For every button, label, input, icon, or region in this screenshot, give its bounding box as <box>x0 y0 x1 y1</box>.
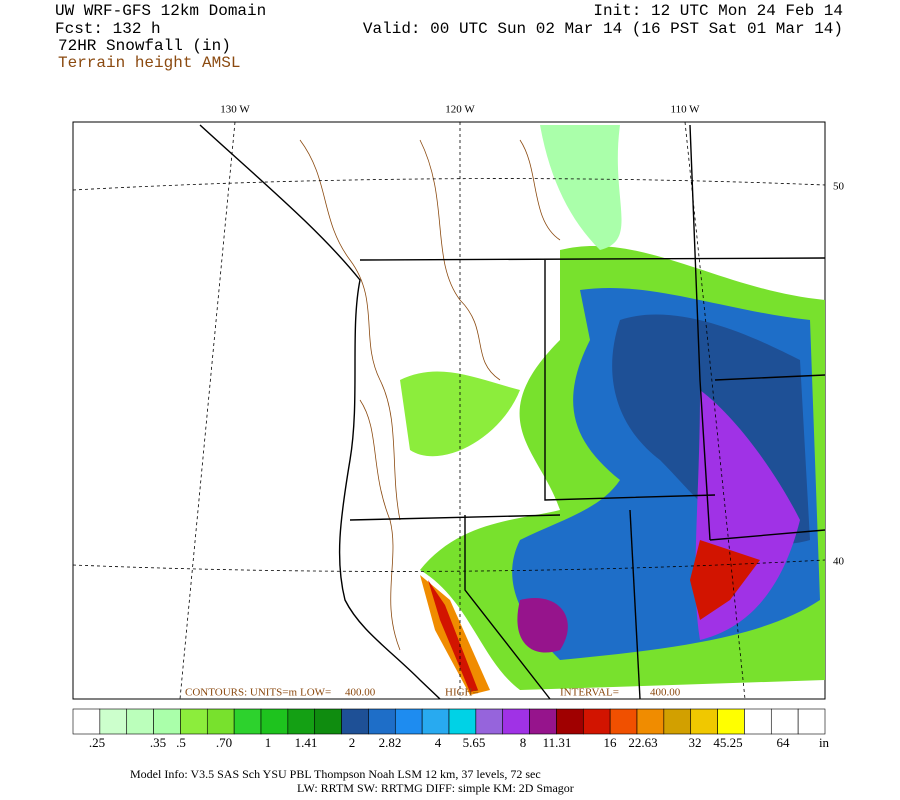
color-box <box>341 708 369 735</box>
color-box <box>609 708 638 735</box>
map <box>72 121 826 700</box>
colorbar-label: 45.25 <box>713 735 742 750</box>
colorbar-label: 4 <box>435 735 442 750</box>
color-box <box>582 708 611 735</box>
colorbar-label: 11.31 <box>543 735 572 750</box>
colorbar-label: 8 <box>520 735 527 750</box>
color-box <box>206 708 235 735</box>
color-box <box>421 708 450 735</box>
snow-area <box>428 580 478 692</box>
contour-info: 400.00 <box>650 687 681 699</box>
color-box <box>529 708 557 735</box>
color-box <box>287 708 316 735</box>
color-box <box>770 708 799 735</box>
color-box <box>502 708 530 735</box>
colorbar-label: .35 <box>150 735 166 750</box>
snow-area <box>517 598 568 653</box>
color-box <box>636 708 665 735</box>
snow-area <box>540 125 622 250</box>
color-box <box>448 708 477 735</box>
snow-area <box>690 540 760 620</box>
overlay: Terrain height AMSL <box>58 54 240 72</box>
contour-info: LOW= <box>300 687 331 699</box>
colorbar-label: 64 <box>777 735 791 750</box>
color-box <box>663 708 692 735</box>
colorbar-label: 1 <box>265 735 272 750</box>
colorbar: .25 .35 .5 .70 1 1.41 2 2.82 4 5.65 8 11.31 16 22.63 3… <box>72 708 830 750</box>
colorbar-label: 2 <box>349 735 356 750</box>
contour-info: INTERVAL= <box>560 687 619 699</box>
contour-info: 400.00 <box>345 687 376 699</box>
init: Init: 12 UTC Mon 24 Feb 14 <box>593 2 843 20</box>
contour-info: CONTOURS: UNITS=m <box>185 687 297 699</box>
snow-area <box>400 371 520 457</box>
valid: Valid: 00 UTC Sun 02 Mar 14 (16 PST Sat … <box>363 20 843 38</box>
colorbar-label: 16 <box>604 735 618 750</box>
footer-line: Model Info: V3.5 SAS Sch YSU PBL Thompso… <box>130 767 541 781</box>
graticule <box>72 121 826 700</box>
color-box <box>233 708 262 735</box>
title: UW WRF-GFS 12km Domain <box>55 2 266 20</box>
lat-label: 50 <box>833 181 845 193</box>
colorbar-label: .5 <box>176 735 186 750</box>
colorbar-label: 5.65 <box>463 735 486 750</box>
lon-label: 120 W <box>445 104 475 116</box>
lon-label: 130 W <box>220 104 250 116</box>
color-box <box>797 708 826 735</box>
color-box <box>126 708 154 735</box>
color-box <box>556 708 584 735</box>
colorbar-label: 32 <box>689 735 702 750</box>
terrain-contours <box>299 139 561 651</box>
color-box <box>368 708 396 735</box>
map-labels: 130 W 120 W 110 W 50 40 CONTOURS: UNITS=m LOW=… <box>185 104 845 699</box>
colorbar-label: 1.41 <box>295 735 318 750</box>
color-box <box>475 708 504 735</box>
lat-label: 40 <box>833 556 845 568</box>
color-box <box>394 708 423 735</box>
contour-info: HIGH= <box>445 687 479 699</box>
color-box <box>99 708 128 735</box>
colorbar-label: 2.82 <box>379 735 402 750</box>
color-box <box>180 708 208 735</box>
colorbar-label: .70 <box>216 735 232 750</box>
boundaries <box>199 124 826 700</box>
colorbar-units: in <box>819 735 830 750</box>
footer-line: LW: RRTM SW: RRTMG DIFF: simple KM: 2D S… <box>297 781 574 795</box>
color-box <box>717 708 745 735</box>
forecast: Fcst: 132 h <box>55 20 161 38</box>
colorbar-label: .25 <box>89 735 105 750</box>
color-box <box>72 708 101 735</box>
color-box <box>314 708 342 735</box>
lon-label: 110 W <box>670 104 700 116</box>
field: 72HR Snowfall (in) <box>58 37 231 55</box>
color-box <box>153 708 181 735</box>
colorbar-label: 22.63 <box>628 735 657 750</box>
color-box <box>260 708 289 735</box>
color-box <box>744 708 772 735</box>
color-box <box>690 708 718 735</box>
